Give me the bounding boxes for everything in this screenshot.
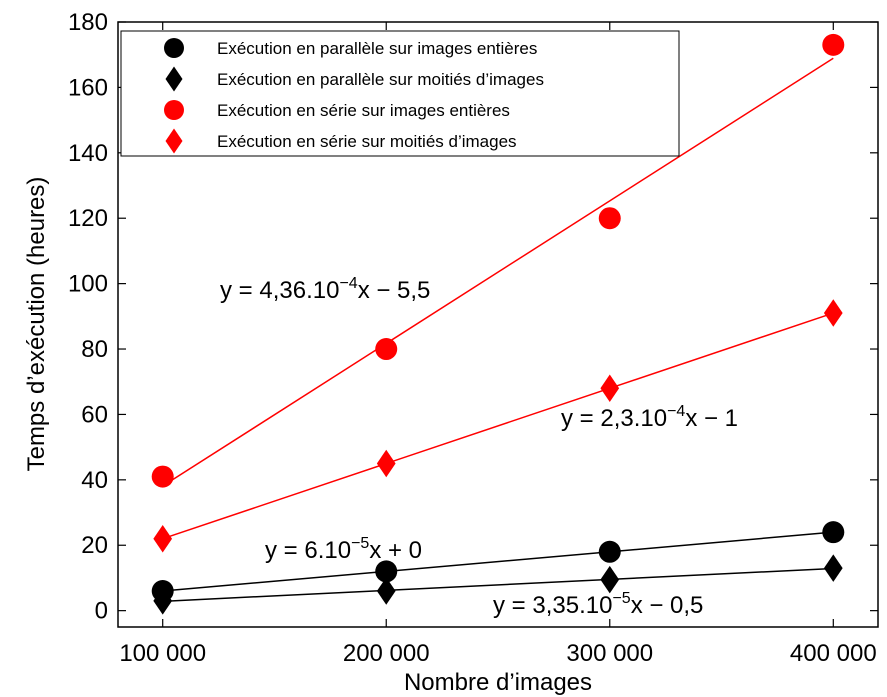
y-tick-label: 160 xyxy=(68,74,108,101)
legend-marker xyxy=(165,66,183,92)
y-tick-label: 20 xyxy=(81,532,108,559)
y-tick-label: 60 xyxy=(81,401,108,428)
x-axis: 100 000 200 000 300 000 400 000 xyxy=(119,22,877,667)
plot-area-frame xyxy=(117,21,879,628)
y-tick-label: 0 xyxy=(95,598,108,625)
data-point xyxy=(376,577,396,605)
y-axis: 0 20 40 60 80 100 120 140 160 180 xyxy=(68,9,878,625)
fit-equation: y = 2,3.10−4x − 1 xyxy=(561,403,738,432)
legend-label: Exécution en parallèle sur moitiés d’ima… xyxy=(217,70,544,89)
fit-equation: y = 4,36.10−4x − 5,5 xyxy=(220,275,430,304)
fit-line xyxy=(162,57,834,487)
y-tick-label: 120 xyxy=(68,205,108,232)
fit-line xyxy=(162,567,834,603)
data-point xyxy=(600,374,620,403)
y-tick-label: 100 xyxy=(68,271,108,298)
data-point xyxy=(376,449,396,478)
data-point xyxy=(823,554,843,582)
data-point xyxy=(375,560,398,583)
y-axis-label: Temps d’exécution (heures) xyxy=(23,177,50,472)
fit-equations: y = 4,36.10−4x − 5,5 y = 2,3.10−4x − 1 y =… xyxy=(220,275,738,619)
y-tick-label: 140 xyxy=(68,140,108,167)
y-tick-label: 80 xyxy=(81,336,108,363)
legend-label: Exécution en série sur moitiés d’images xyxy=(217,132,517,151)
y-tick-label: 40 xyxy=(81,467,108,494)
data-point xyxy=(600,565,620,594)
x-tick-label: 400 000 xyxy=(790,640,877,667)
legend-marker xyxy=(165,128,183,154)
data-point xyxy=(598,207,621,230)
fit-lines xyxy=(162,57,834,603)
legend-marker xyxy=(164,38,184,58)
data-point xyxy=(823,299,843,327)
fit-equation: y = 3,35.10−5x − 0,5 xyxy=(493,590,703,619)
legend-box xyxy=(120,30,680,157)
fit-line xyxy=(162,531,834,592)
legend: Exécution en parallèle sur images entièr… xyxy=(120,30,680,157)
fit-line xyxy=(162,312,834,540)
legend-label: Exécution en série sur images entières xyxy=(217,101,510,120)
x-tick-label: 300 000 xyxy=(566,640,653,667)
fit-equation: y = 6.10−5x + 0 xyxy=(265,535,422,564)
data-point xyxy=(375,338,398,361)
data-point xyxy=(822,521,845,544)
x-axis-label: Nombre d’images xyxy=(404,669,592,696)
y-tick-label: 180 xyxy=(68,9,108,36)
legend-marker xyxy=(164,100,184,120)
legend-label: Exécution en parallèle sur images entièr… xyxy=(217,39,537,58)
x-tick-label: 100 000 xyxy=(119,640,206,667)
data-point xyxy=(153,587,173,615)
data-point xyxy=(153,524,173,553)
x-tick-label: 200 000 xyxy=(343,640,430,667)
data-points xyxy=(151,33,845,615)
data-point xyxy=(151,465,174,488)
data-point xyxy=(822,33,845,56)
data-point xyxy=(598,540,621,563)
